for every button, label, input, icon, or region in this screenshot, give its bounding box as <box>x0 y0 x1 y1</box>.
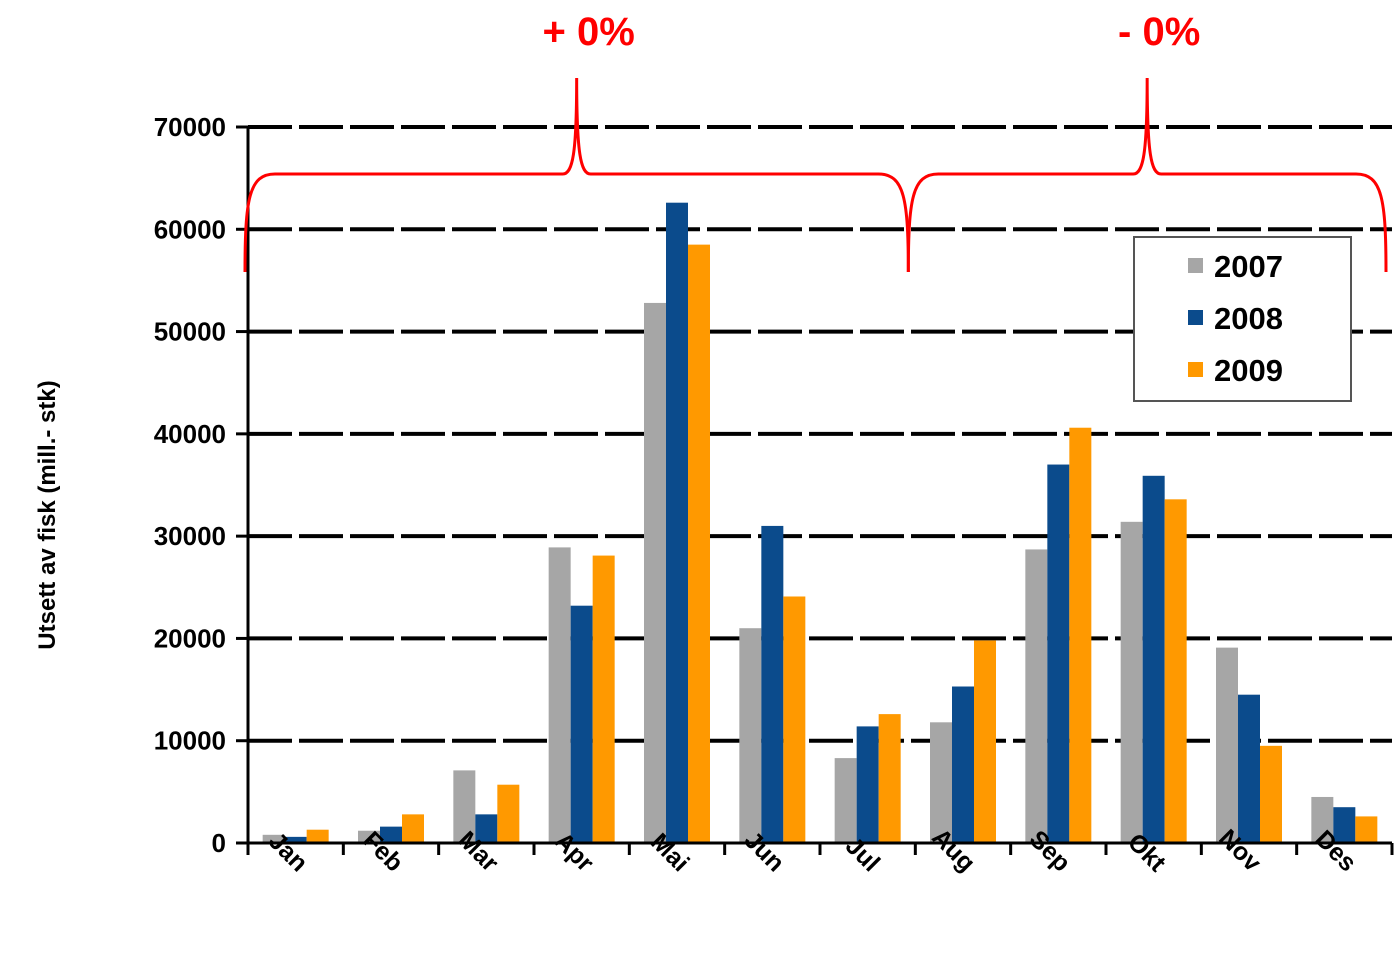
legend-label-2008: 2008 <box>1214 301 1283 336</box>
bar-2007-Des <box>1311 796 1334 843</box>
bar-2007-Aug <box>930 722 952 843</box>
bar-2008-Des <box>1333 807 1356 843</box>
bar-2009-Mai <box>688 244 710 844</box>
legend-box <box>1133 236 1352 402</box>
annotation-label: - 0% <box>1118 10 1200 54</box>
bar-2009-Mar <box>497 784 520 843</box>
bar-2008-Aug <box>952 686 974 843</box>
bar-2009-Jun <box>783 596 806 843</box>
legend-label-2009: 2009 <box>1214 353 1283 388</box>
x-tick-label: Jan <box>263 827 313 877</box>
bars <box>262 202 1378 844</box>
annotation-label: + 0% <box>543 10 635 54</box>
bar-2008-Feb <box>380 826 402 843</box>
y-tick-label: 70000 <box>154 112 226 142</box>
y-tick-label: 30000 <box>154 521 226 551</box>
bar-2009-Sep <box>1069 427 1092 843</box>
y-tick-label: 10000 <box>154 726 226 756</box>
bar-2007-Mar <box>453 770 476 843</box>
bar-2007-Feb <box>358 830 380 843</box>
bar-2008-Nov <box>1238 694 1260 843</box>
y-tick-label: 20000 <box>154 623 226 653</box>
y-tick-label: 40000 <box>154 419 226 449</box>
bar-2007-Mai <box>644 302 666 844</box>
bar-2007-Apr <box>548 547 571 843</box>
bar-2007-Okt <box>1120 521 1143 843</box>
bar-2007-Jun <box>739 628 762 843</box>
bar-2008-Sep <box>1047 464 1070 843</box>
annotation-brace <box>906 77 1388 273</box>
bar-2008-Jul <box>856 726 879 843</box>
bar-2007-Sep <box>1025 549 1048 843</box>
bar-2009-Aug <box>974 640 996 843</box>
legend-swatch-2008 <box>1188 310 1203 325</box>
bar-2008-Mar <box>475 814 498 843</box>
bar-2009-Feb <box>402 814 424 843</box>
bar-2009-Jan <box>306 829 329 843</box>
annotation-brace <box>243 77 910 273</box>
legend-label-2007: 2007 <box>1214 249 1283 284</box>
bar-2009-Des <box>1355 816 1378 843</box>
bar-2007-Jul <box>834 758 857 843</box>
y-tick-label: 0 <box>212 828 226 858</box>
bar-2009-Okt <box>1164 499 1187 843</box>
bar-2008-Jan <box>284 836 307 843</box>
legend: 2007 2008 2009 <box>1133 236 1352 402</box>
y-tick-label: 50000 <box>154 317 226 347</box>
legend-swatch-2007 <box>1188 258 1203 273</box>
bar-2007-Nov <box>1216 647 1238 843</box>
y-axis-ticks: 0 10000 20000 30000 40000 50000 60000 70000 <box>154 112 248 858</box>
y-axis-label: Utsett av fisk (mill.- stk) <box>34 380 61 649</box>
bar-2009-Jul <box>878 714 901 843</box>
bar-2008-Apr <box>570 605 593 843</box>
bar-2008-Mai <box>666 202 688 844</box>
bar-2007-Jan <box>262 834 285 843</box>
bar-2008-Okt <box>1142 475 1165 843</box>
legend-swatch-2009 <box>1188 362 1203 377</box>
bar-2008-Jun <box>761 525 784 843</box>
annotations: + 0% - 0% <box>243 10 1388 273</box>
bar-2009-Apr <box>592 555 615 843</box>
y-tick-label: 60000 <box>154 214 226 244</box>
gridlines <box>248 125 1392 743</box>
bar-2009-Nov <box>1260 745 1282 843</box>
